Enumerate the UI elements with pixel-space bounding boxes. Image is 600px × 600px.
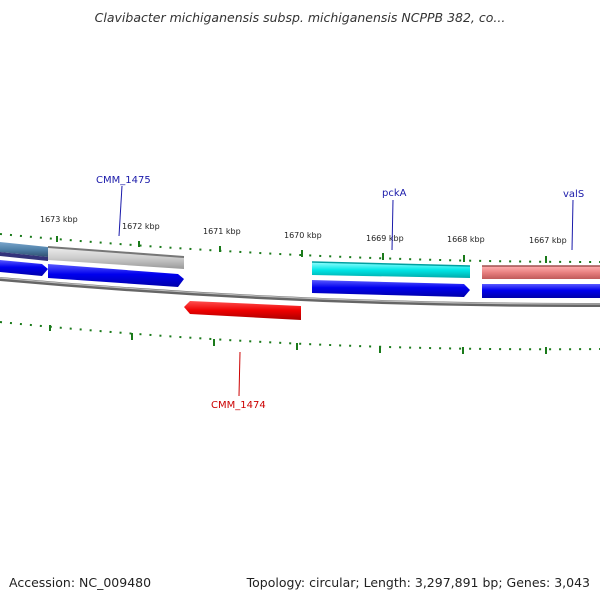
label-leaders — [118, 185, 574, 397]
label-pckA[interactable]: pckA — [382, 188, 407, 199]
label-CMM_1475[interactable]: CMM_1475 — [96, 175, 151, 186]
accession-text: Accession: NC_009480 — [9, 575, 152, 590]
tick-label-1668: 1668 kbp — [447, 235, 485, 244]
reverse-strand-track — [184, 301, 301, 320]
label-valS[interactable]: valS — [563, 189, 584, 200]
upper-scale-ticks — [0, 233, 600, 263]
genome-backbone — [0, 277, 600, 308]
tick-label-1669: 1669 kbp — [366, 234, 404, 243]
genome-summary: Topology: circular; Length: 3,297,891 bp… — [246, 575, 590, 590]
gene-arrow-valS[interactable] — [482, 284, 600, 298]
feature-valS[interactable] — [482, 266, 600, 279]
gene-arrow-CMM_1475[interactable] — [48, 264, 184, 287]
gene-arrow-pckA[interactable] — [312, 280, 470, 297]
tick-label-1667: 1667 kbp — [529, 236, 567, 245]
forward-strand-track — [0, 260, 600, 298]
lower-scale-ticks — [0, 321, 600, 351]
outer-feature-track — [0, 242, 600, 279]
tick-label-1671: 1671 kbp — [203, 227, 241, 236]
gene-arrow-left[interactable] — [0, 260, 48, 276]
map-title: Clavibacter michiganensis subsp. michiga… — [94, 10, 506, 25]
upper-scale-major-ticks — [56, 236, 547, 263]
feature-pckA[interactable] — [312, 262, 470, 278]
tick-label-1673: 1673 kbp — [40, 215, 78, 224]
gene-arrow-CMM_1474[interactable] — [184, 301, 301, 320]
lower-scale-major-ticks — [49, 325, 547, 354]
tick-label-1672: 1672 kbp — [122, 222, 160, 231]
tick-label-1670: 1670 kbp — [284, 231, 322, 240]
feature-left-dark[interactable] — [0, 252, 48, 261]
label-CMM_1474[interactable]: CMM_1474 — [211, 400, 266, 411]
feature-gray[interactable] — [48, 247, 184, 269]
